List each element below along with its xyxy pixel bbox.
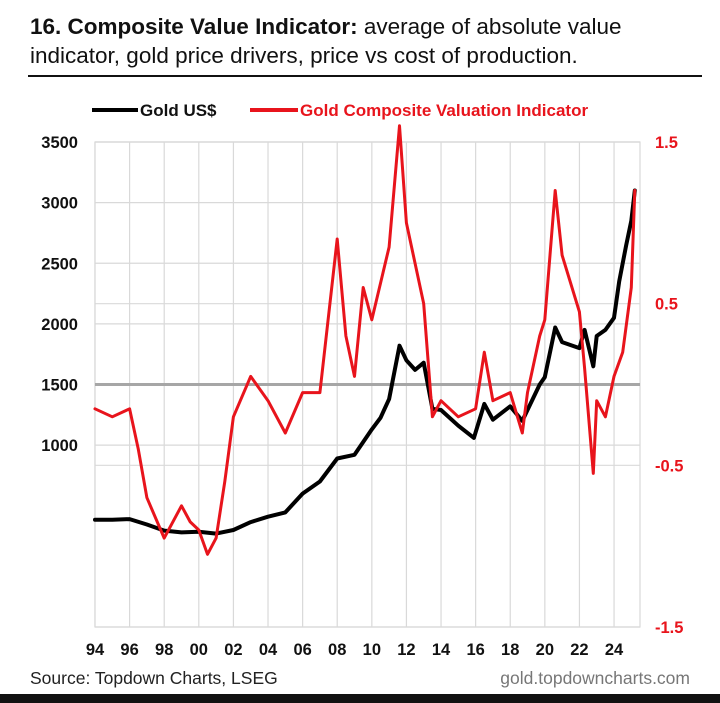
chart-title-rest: average of absolute value indicator, gol… (30, 14, 622, 68)
legend-label-indicator: Gold Composite Valuation Indicator (300, 101, 588, 120)
right-axis-tick-label: 0.5 (655, 296, 678, 314)
x-axis-tick-label: 04 (259, 641, 278, 659)
x-axis-tick-label: 16 (466, 641, 484, 659)
x-axis-tick-label: 22 (570, 641, 588, 659)
x-axis-tick-label: 10 (363, 641, 381, 659)
left-axis-tick-label: 3000 (41, 195, 78, 213)
chart-title: 16. Composite Value Indicator: average o… (30, 12, 700, 70)
valuation-indicator-line (93, 124, 637, 556)
x-axis-tick-label: 06 (293, 641, 311, 659)
right-axis-tick-label: -1.5 (655, 619, 683, 637)
x-axis-tick-label: 02 (224, 641, 242, 659)
bottom-border (0, 694, 720, 703)
x-axis-tick-label: 20 (536, 641, 554, 659)
source-note: Source: Topdown Charts, LSEG (30, 668, 278, 688)
x-axis-tick-label: 08 (328, 641, 346, 659)
x-axis-tick-label: 98 (155, 641, 173, 659)
title-divider (28, 75, 702, 77)
x-axis-tick-label: 96 (120, 641, 138, 659)
right-axis-tick-label: -0.5 (655, 457, 683, 475)
gold-price-line (93, 188, 637, 536)
x-axis-tick-label: 18 (501, 641, 519, 659)
left-axis-tick-label: 3500 (41, 134, 78, 152)
x-axis-tick-label: 00 (190, 641, 208, 659)
legend-label-gold: Gold US$ (140, 101, 217, 120)
x-axis-tick-label: 12 (397, 641, 415, 659)
chart-title-bold: 16. Composite Value Indicator: (30, 14, 358, 39)
left-axis-tick-label: 1000 (41, 437, 78, 455)
left-axis-tick-label: 2500 (41, 255, 78, 273)
x-axis-tick-label: 24 (605, 641, 624, 659)
x-axis-tick-label: 94 (86, 641, 105, 659)
right-axis-tick-label: 1.5 (655, 134, 678, 152)
x-axis-tick-label: 14 (432, 641, 451, 659)
left-axis-tick-label: 2000 (41, 316, 78, 334)
site-credit: gold.topdowncharts.com (500, 668, 690, 688)
left-axis-tick-label: 1500 (41, 377, 78, 395)
